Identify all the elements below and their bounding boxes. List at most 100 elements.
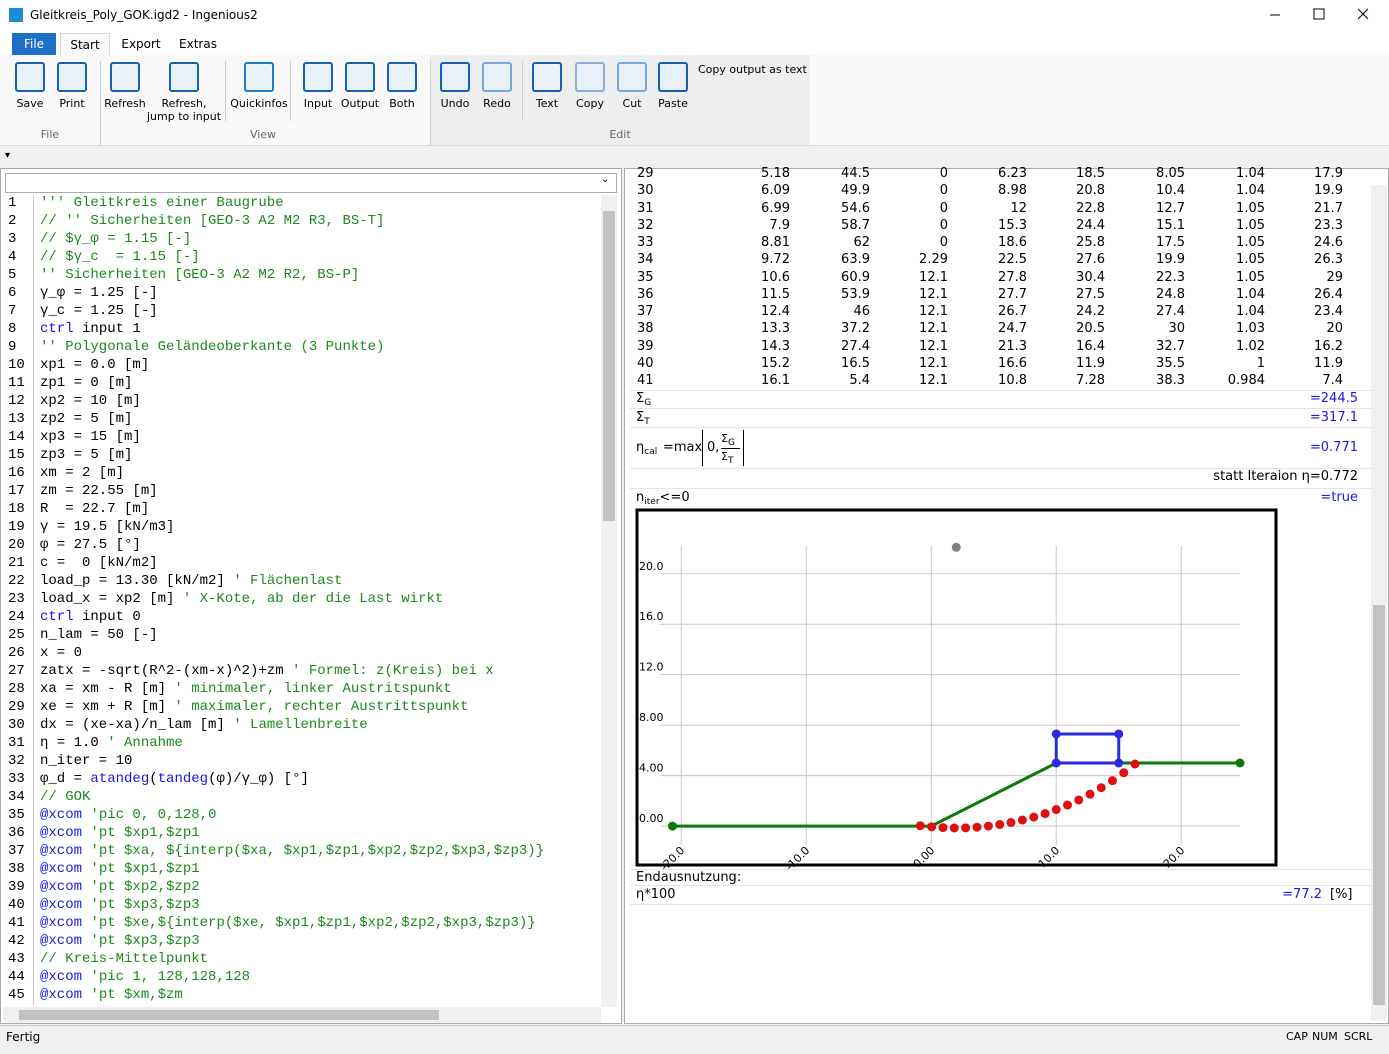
ground-point <box>1235 758 1245 768</box>
load-point <box>1051 758 1061 768</box>
app-icon <box>9 8 23 22</box>
center-point <box>951 542 961 552</box>
ribbon: File Save Print View Refresh Refresh, jump to … <box>0 55 1389 146</box>
scroll-thumb[interactable] <box>603 211 615 521</box>
ribbon-button[interactable]: Refresh <box>104 97 146 110</box>
ribbon-icon[interactable] <box>387 62 417 92</box>
circle-point <box>1108 776 1117 786</box>
status-indicator: NUM <box>1312 1030 1338 1043</box>
ribbon-icon[interactable] <box>532 62 562 92</box>
load-point <box>1051 729 1061 739</box>
ribbon-button[interactable]: Output <box>340 97 380 110</box>
y-tick-label: 12.0 <box>639 661 664 674</box>
ribbon-icon[interactable] <box>482 62 512 92</box>
v-scrollbar[interactable] <box>1371 185 1387 1021</box>
circle-point <box>938 823 948 833</box>
separator <box>430 61 431 145</box>
ribbon-button[interactable]: Copy output as text <box>698 63 807 76</box>
ribbon-group-label: View <box>249 128 277 141</box>
circle-point <box>1085 789 1095 799</box>
ribbon-button[interactable]: Save <box>16 97 44 110</box>
ribbon-button[interactable]: Input <box>303 97 333 110</box>
ribbon-button[interactable]: Cut <box>622 97 642 110</box>
window-controls[interactable] <box>1250 0 1389 31</box>
scroll-thumb[interactable] <box>1373 605 1385 1005</box>
circle-point <box>927 822 937 832</box>
load-point <box>1114 729 1124 739</box>
toolbar-arrow[interactable]: ▾ <box>5 150 11 161</box>
ribbon-button[interactable]: Quickinfos <box>230 97 288 110</box>
circle-point <box>1096 783 1106 793</box>
y-tick-label: 16.0 <box>639 610 664 623</box>
circle-point <box>961 823 971 833</box>
ribbon-group-label: Edit <box>609 128 631 141</box>
ribbon-group-label: File <box>40 128 60 141</box>
dropdown[interactable] <box>5 173 617 193</box>
circle-point <box>949 823 959 833</box>
ribbon-icon[interactable] <box>658 62 688 92</box>
circle-point <box>972 822 982 832</box>
separator <box>290 61 291 121</box>
plot-frame <box>635 508 1278 867</box>
ribbon-button[interactable]: Paste <box>658 97 688 110</box>
circle-point <box>1119 768 1129 778</box>
scroll-thumb[interactable] <box>19 1010 439 1020</box>
status-indicator: CAP <box>1286 1030 1308 1043</box>
v-scrollbar[interactable] <box>601 195 617 1007</box>
ribbon-icon[interactable] <box>169 62 199 92</box>
circle-point <box>1074 795 1084 805</box>
separator <box>100 61 101 145</box>
circle-point <box>995 820 1005 830</box>
ribbon-icon[interactable] <box>303 62 333 92</box>
circle-point <box>1130 759 1140 769</box>
circle-point <box>983 821 993 831</box>
ribbon-icon[interactable] <box>617 62 647 92</box>
status-bar: Fertig CAP NUM SCRL <box>0 1025 1389 1047</box>
y-tick-label: 20.0 <box>639 560 664 573</box>
y-tick-label: 4.00 <box>639 762 664 775</box>
ribbon-icon[interactable] <box>575 62 605 92</box>
ribbon-tab[interactable]: Extras <box>179 37 217 51</box>
ribbon-icon[interactable] <box>110 62 140 92</box>
separator <box>225 61 226 121</box>
circle-point <box>1051 805 1061 815</box>
ribbon-button[interactable]: Copy <box>576 97 604 110</box>
ribbon-button[interactable]: Refresh, <box>161 97 207 110</box>
ribbon-tab[interactable]: File <box>12 33 56 55</box>
circle-point <box>1006 818 1016 828</box>
ribbon-tab[interactable]: Start <box>60 33 110 56</box>
circle-point <box>1017 815 1027 825</box>
editor-pane: ⌄ <box>0 168 622 1024</box>
separator <box>522 61 523 121</box>
ribbon-icon[interactable] <box>440 62 470 92</box>
ribbon-button[interactable]: Print <box>59 97 85 110</box>
ribbon-button[interactable]: Text <box>535 97 559 110</box>
ribbon-button[interactable]: Redo <box>483 97 511 110</box>
load-point <box>1114 758 1124 768</box>
circle-point <box>1029 812 1039 822</box>
circle-point <box>1063 800 1072 810</box>
ribbon-button: jump to input <box>146 110 222 123</box>
h-scrollbar[interactable] <box>3 1007 601 1023</box>
status-indicator: SCRL <box>1344 1030 1373 1043</box>
ribbon-icon[interactable] <box>345 62 375 92</box>
ribbon-tab[interactable]: Export <box>121 37 161 51</box>
ribbon-button[interactable]: Undo <box>440 97 470 110</box>
ribbon-button[interactable]: Both <box>389 97 415 110</box>
title-bar: Gleitkreis_Poly_GOK.igd2 - Ingenious2 <box>0 0 1389 31</box>
y-tick-label: 0.00 <box>639 812 664 825</box>
circle-point <box>915 821 925 831</box>
ribbon-icon[interactable] <box>244 62 274 92</box>
tab-bar: File Start Export Extras <box>0 31 1389 56</box>
status-text: Fertig <box>6 1030 41 1044</box>
circle-point <box>1040 809 1050 819</box>
gutter-line <box>33 195 34 1005</box>
dropdown-arrow[interactable]: ⌄ <box>601 174 610 185</box>
window-title: Gleitkreis_Poly_GOK.igd2 - Ingenious2 <box>30 8 258 22</box>
ribbon-icon[interactable] <box>15 62 45 92</box>
y-tick-label: 8.00 <box>639 711 664 724</box>
ground-point <box>668 821 677 831</box>
ribbon-icon[interactable] <box>57 62 87 92</box>
